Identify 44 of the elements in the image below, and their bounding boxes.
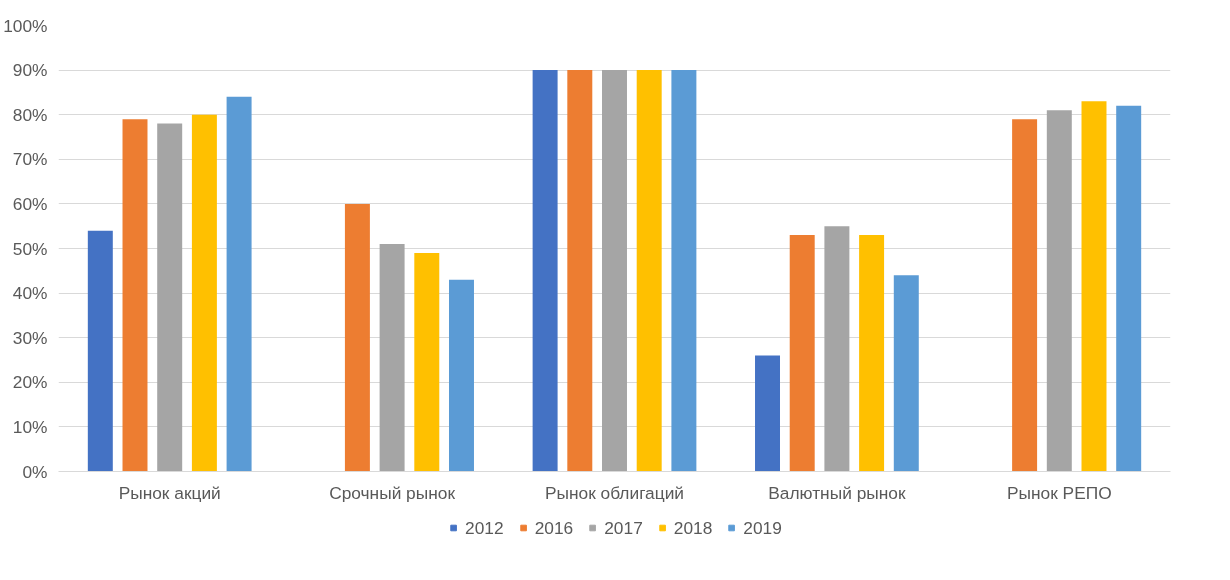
x-tick-label: Срочный рынок	[329, 482, 456, 503]
legend-label: 2018	[673, 517, 713, 538]
bar	[893, 275, 919, 472]
bar	[1116, 105, 1142, 472]
legend-label: 2012	[465, 517, 504, 538]
x-tick-label: Валютный рынок	[768, 482, 906, 503]
bar	[122, 119, 148, 472]
bar	[567, 70, 593, 472]
x-tick-label: Рынок облигаций	[544, 482, 685, 503]
bar	[414, 252, 440, 472]
bar	[789, 235, 815, 472]
x-tick-label: Рынок РЕПО	[1006, 482, 1112, 503]
legend-label: 2017	[604, 517, 643, 538]
legend-label: 2016	[534, 517, 574, 538]
y-tick-label: 40%	[12, 283, 48, 304]
bar	[824, 226, 850, 472]
y-tick-label: 60%	[12, 193, 48, 214]
y-tick-label: 80%	[12, 104, 48, 125]
bar	[226, 96, 252, 472]
bar	[191, 114, 217, 472]
y-tick-label: 100%	[3, 15, 48, 36]
y-tick-label: 10%	[12, 416, 48, 437]
y-tick-label: 30%	[12, 327, 48, 348]
bar	[449, 279, 474, 472]
y-tick-label: 50%	[12, 238, 48, 259]
bar	[1046, 110, 1072, 472]
bar	[602, 70, 627, 472]
bar	[1012, 119, 1038, 472]
bar	[671, 70, 697, 472]
y-tick-label: 90%	[12, 60, 48, 81]
bar	[859, 235, 885, 472]
bar	[87, 230, 113, 472]
bar	[1081, 101, 1107, 472]
bar	[755, 355, 780, 472]
bar	[344, 203, 370, 472]
bar	[532, 70, 558, 472]
y-tick-label: 70%	[12, 149, 48, 170]
y-tick-label: 20%	[12, 372, 48, 393]
x-tick-label: Рынок акций	[118, 482, 221, 503]
legend-label: 2019	[743, 517, 782, 538]
bar	[636, 70, 662, 472]
bar	[157, 123, 183, 472]
bar	[379, 244, 405, 472]
y-tick-label: 0%	[22, 461, 48, 482]
